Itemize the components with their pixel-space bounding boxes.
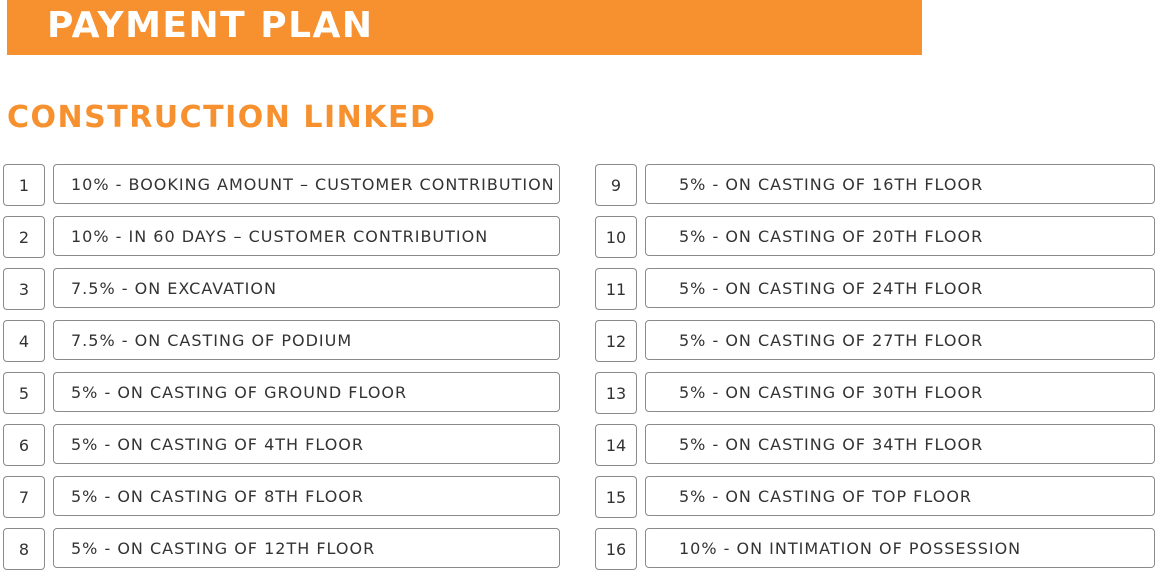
plan-row: 8 5% - ON CASTING OF 12TH FLOOR [3,528,560,570]
step-number: 16 [595,528,637,570]
step-number: 7 [3,476,45,518]
plan-row: 1 10% - BOOKING AMOUNT – CUSTOMER CONTRI… [3,164,560,206]
step-description: 5% - ON CASTING OF 8TH FLOOR [53,476,560,516]
step-description: 10% - IN 60 DAYS – CUSTOMER CONTRIBUTION [53,216,560,256]
step-number: 6 [3,424,45,466]
step-number: 10 [595,216,637,258]
plan-row: 15 5% - ON CASTING OF TOP FLOOR [595,476,1155,518]
step-description: 10% - ON INTIMATION OF POSSESSION [645,528,1155,568]
title-banner: PAYMENT PLAN [7,0,922,55]
plan-row: 12 5% - ON CASTING OF 27TH FLOOR [595,320,1155,362]
plan-row: 14 5% - ON CASTING OF 34TH FLOOR [595,424,1155,466]
plan-row: 13 5% - ON CASTING OF 30TH FLOOR [595,372,1155,414]
step-description: 5% - ON CASTING OF TOP FLOOR [645,476,1155,516]
step-number: 9 [595,164,637,206]
step-description: 7.5% - ON CASTING OF PODIUM [53,320,560,360]
step-number: 3 [3,268,45,310]
plan-row: 4 7.5% - ON CASTING OF PODIUM [3,320,560,362]
step-description: 10% - BOOKING AMOUNT – CUSTOMER CONTRIBU… [53,164,560,204]
step-description: 7.5% - ON EXCAVATION [53,268,560,308]
section-subtitle: CONSTRUCTION LINKED [7,100,437,135]
step-number: 13 [595,372,637,414]
step-number: 2 [3,216,45,258]
step-number: 12 [595,320,637,362]
step-description: 5% - ON CASTING OF 4TH FLOOR [53,424,560,464]
plan-row: 3 7.5% - ON EXCAVATION [3,268,560,310]
plan-row: 6 5% - ON CASTING OF 4TH FLOOR [3,424,560,466]
plan-column-right: 9 5% - ON CASTING OF 16TH FLOOR 10 5% - … [595,164,1155,570]
step-description: 5% - ON CASTING OF 27TH FLOOR [645,320,1155,360]
page-title: PAYMENT PLAN [47,5,374,46]
step-number: 11 [595,268,637,310]
plan-column-left: 1 10% - BOOKING AMOUNT – CUSTOMER CONTRI… [3,164,560,570]
step-number: 8 [3,528,45,570]
step-description: 5% - ON CASTING OF 16TH FLOOR [645,164,1155,204]
plan-row: 5 5% - ON CASTING OF GROUND FLOOR [3,372,560,414]
step-description: 5% - ON CASTING OF GROUND FLOOR [53,372,560,412]
step-description: 5% - ON CASTING OF 24TH FLOOR [645,268,1155,308]
step-description: 5% - ON CASTING OF 20TH FLOOR [645,216,1155,256]
step-number: 4 [3,320,45,362]
plan-row: 11 5% - ON CASTING OF 24TH FLOOR [595,268,1155,310]
plan-row: 10 5% - ON CASTING OF 20TH FLOOR [595,216,1155,258]
step-number: 14 [595,424,637,466]
plan-row: 16 10% - ON INTIMATION OF POSSESSION [595,528,1155,570]
step-number: 15 [595,476,637,518]
plan-row: 2 10% - IN 60 DAYS – CUSTOMER CONTRIBUTI… [3,216,560,258]
plan-row: 9 5% - ON CASTING OF 16TH FLOOR [595,164,1155,206]
step-description: 5% - ON CASTING OF 30TH FLOOR [645,372,1155,412]
step-number: 1 [3,164,45,206]
step-description: 5% - ON CASTING OF 12TH FLOOR [53,528,560,568]
step-description: 5% - ON CASTING OF 34TH FLOOR [645,424,1155,464]
step-number: 5 [3,372,45,414]
plan-row: 7 5% - ON CASTING OF 8TH FLOOR [3,476,560,518]
